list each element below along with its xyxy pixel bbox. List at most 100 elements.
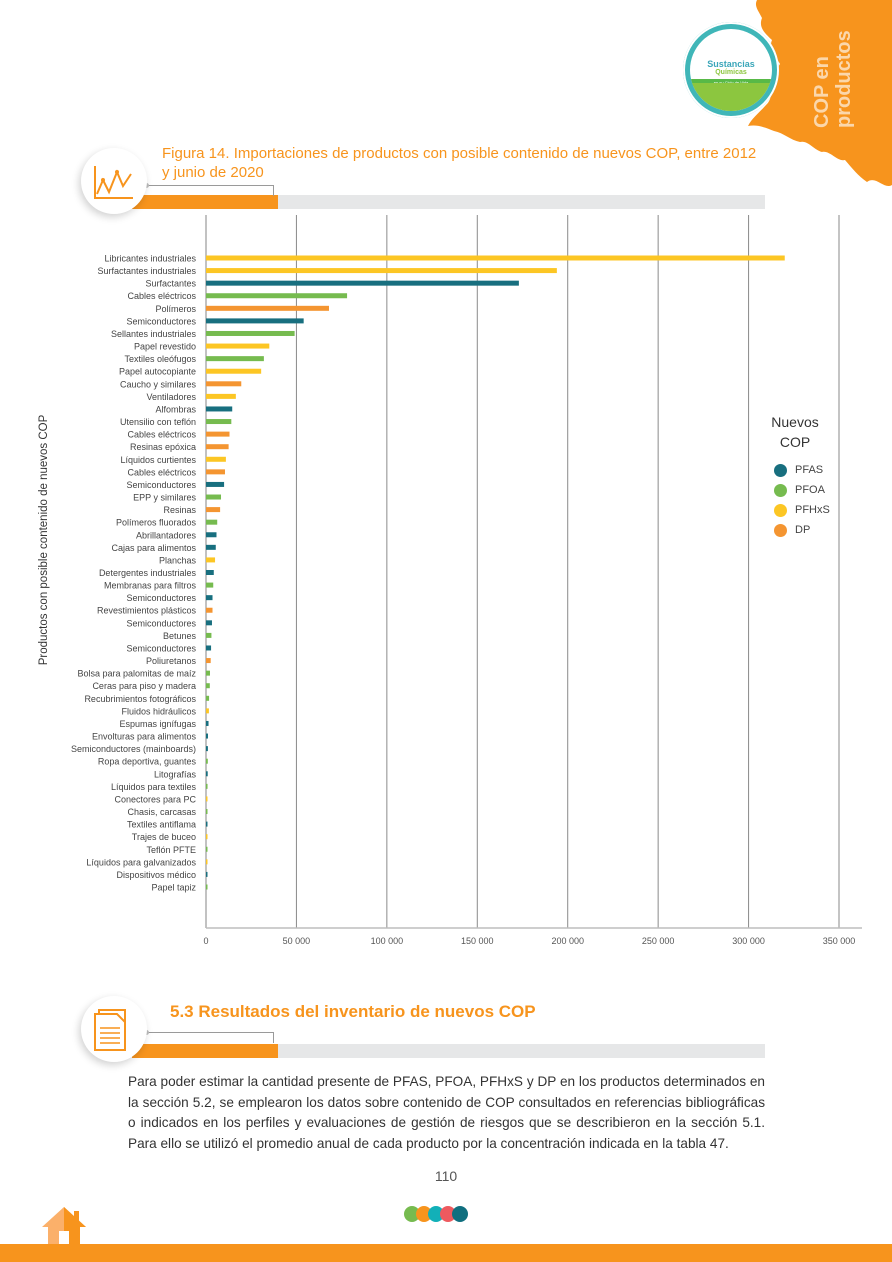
line-chart-icon xyxy=(94,166,133,199)
category-label: Conectores para PC xyxy=(114,794,196,804)
bar xyxy=(206,670,210,676)
bar xyxy=(206,431,230,437)
legend: Nuevos COP PFAS PFOA PFHxS DP xyxy=(760,412,830,540)
footer-dot xyxy=(452,1206,468,1222)
category-label: Litografías xyxy=(154,769,197,779)
home-icon[interactable] xyxy=(40,1205,88,1245)
bar xyxy=(206,695,210,701)
category-label: Dispositivos médico xyxy=(116,870,196,880)
x-tick-label: 150 000 xyxy=(461,936,494,946)
bar xyxy=(206,255,785,261)
figure-title-line1: Figura 14. Importaciones de productos co… xyxy=(162,145,757,162)
category-label: Sellantes industriales xyxy=(111,329,197,339)
category-label: Poliuretanos xyxy=(146,656,197,666)
bar xyxy=(206,708,209,714)
category-label: Ceras para piso y madera xyxy=(92,681,196,691)
bar xyxy=(206,280,519,286)
orange-brush-splash xyxy=(748,0,892,187)
bar xyxy=(206,733,208,739)
bar xyxy=(206,834,208,840)
legend-swatch xyxy=(774,483,787,497)
footer-color-dots xyxy=(404,1206,468,1222)
category-label: Semiconductores xyxy=(126,618,196,628)
category-label: Espumas ignífugas xyxy=(119,719,196,729)
category-label: Teflón PFTE xyxy=(146,845,196,855)
bar xyxy=(206,544,216,550)
category-label: Recubrimientos fotográficos xyxy=(84,694,196,704)
legend-item-pfhxs: PFHxS xyxy=(774,500,830,520)
legend-item-dp: DP xyxy=(774,520,830,540)
bar xyxy=(206,305,329,311)
legend-title-line1: Nuevos xyxy=(771,414,819,430)
bar xyxy=(206,859,208,865)
category-label: Semiconductores xyxy=(126,316,196,326)
bar xyxy=(206,607,213,613)
bar xyxy=(206,469,225,475)
category-label: Membranas para filtros xyxy=(104,581,197,591)
logo-band: en su Ciclo de Vida xyxy=(690,79,772,86)
bar xyxy=(206,318,304,324)
category-label: Betunes xyxy=(163,631,197,641)
x-tick-label: 350 000 xyxy=(823,936,856,946)
bar xyxy=(206,582,214,588)
category-label: Líquidos para galvanizados xyxy=(86,857,196,867)
body-paragraph: Para poder estimar la cantidad presente … xyxy=(128,1074,765,1151)
bar xyxy=(206,683,210,689)
bar xyxy=(206,620,212,626)
bar xyxy=(206,330,295,336)
category-label: Libricantes industriales xyxy=(104,254,196,264)
category-label: Textiles antiflama xyxy=(127,820,196,830)
section-title: 5.3 Resultados del inventario de nuevos … xyxy=(170,1002,536,1021)
bar xyxy=(206,456,226,462)
legend-title-line2: COP xyxy=(779,434,811,450)
document-icon xyxy=(94,1009,126,1051)
category-label: Cables eléctricos xyxy=(127,467,196,477)
bar xyxy=(206,268,557,274)
category-label: Utensilio con teflón xyxy=(120,417,196,427)
category-label: Papel tapiz xyxy=(151,883,196,893)
bar xyxy=(206,494,222,500)
category-label: Chasis, carcasas xyxy=(127,807,196,817)
figure-title-line2: y junio de 2020 xyxy=(162,164,264,181)
bar xyxy=(206,406,233,412)
category-label: Semiconductores xyxy=(126,480,196,490)
program-logo: Sustancias Químicas en su Ciclo de Vida xyxy=(683,22,779,118)
bar xyxy=(206,507,221,513)
legend-label: PFAS xyxy=(795,464,824,476)
legend-swatch xyxy=(774,463,787,477)
category-label: Trajes de buceo xyxy=(132,832,196,842)
category-label: Semiconductores xyxy=(126,643,196,653)
bar xyxy=(206,444,229,450)
category-label: Semiconductores xyxy=(126,593,196,603)
category-label: Resinas epóxica xyxy=(130,442,196,452)
category-label: Papel autocopiante xyxy=(119,367,196,377)
category-label: Envolturas para alimentos xyxy=(92,732,197,742)
bar xyxy=(206,393,236,399)
category-label: Bolsa para palomitas de maíz xyxy=(77,669,196,679)
figure-title: Figura 14. Importaciones de productos co… xyxy=(162,144,772,182)
legend-title: Nuevos COP xyxy=(760,412,830,452)
category-label: Surfactantes xyxy=(145,279,196,289)
category-label: EPP y similares xyxy=(133,493,196,503)
category-label: Alfombras xyxy=(155,404,196,414)
bar xyxy=(206,720,209,726)
bar xyxy=(206,884,208,890)
category-label: Revestimientos plásticos xyxy=(97,606,197,616)
bar xyxy=(206,871,208,877)
category-label: Resinas xyxy=(163,505,196,515)
bar xyxy=(206,746,208,752)
logo-green-fill xyxy=(690,83,772,111)
bar xyxy=(206,809,208,815)
bar xyxy=(206,658,211,664)
category-label: Polímeros xyxy=(155,304,196,314)
legend-swatch xyxy=(774,503,787,517)
section-header-connector xyxy=(148,1032,274,1043)
bar xyxy=(206,519,218,525)
bar xyxy=(206,381,242,387)
category-label: Ventiladores xyxy=(146,392,196,402)
category-label: Detergentes industriales xyxy=(99,568,197,578)
bar-chart: 0 50 000 100 000 150 000 200 000 250 000 300 0… xyxy=(71,215,862,946)
bar xyxy=(206,481,225,487)
bar xyxy=(206,570,214,575)
bar xyxy=(206,758,208,764)
